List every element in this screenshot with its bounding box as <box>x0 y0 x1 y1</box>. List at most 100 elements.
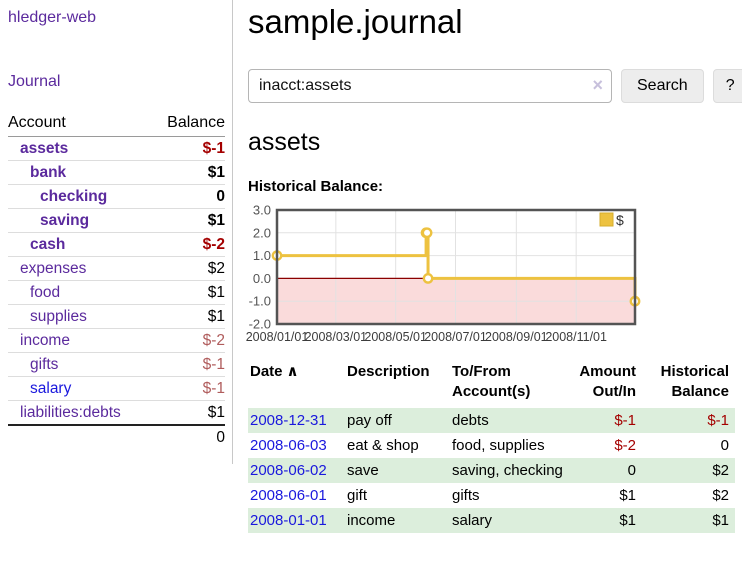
account-row: gifts $-1 <box>8 352 225 377</box>
account-balance: $1 <box>151 208 225 233</box>
accounts-table: Account Balance assets $-1 bank $1 check… <box>8 111 225 450</box>
account-balance: $-1 <box>151 136 225 161</box>
account-link[interactable]: supplies <box>30 308 87 325</box>
account-balance: $1 <box>151 160 225 185</box>
chart-title: Historical Balance: <box>248 177 384 195</box>
page: hledger-web Journal Account Balance asse… <box>0 0 742 533</box>
account-row: salary $-1 <box>8 376 225 401</box>
account-row: supplies $1 <box>8 304 225 329</box>
register-header-date[interactable]: Date ∧ <box>250 362 299 380</box>
account-row: liabilities:debts $1 <box>8 400 225 426</box>
accounts-total-value: 0 <box>151 424 225 450</box>
accounts-total-row: 0 <box>8 424 225 450</box>
transaction-accounts: salary <box>452 511 493 529</box>
account-balance: $-2 <box>151 328 225 353</box>
account-link[interactable]: food <box>30 284 61 301</box>
transaction-amount: $1 <box>619 511 636 529</box>
register-header-balance: Historical Balance <box>660 362 729 400</box>
account-balance: $-1 <box>151 352 225 377</box>
transaction-amount: $-2 <box>614 436 636 454</box>
app-title-link[interactable]: hledger-web <box>8 9 97 26</box>
clear-search-icon[interactable]: × <box>592 74 603 95</box>
historical-balance-chart[interactable]: $3.0 2.0 1.0 0.0 -1.0 -2.02008/01/012008/03/0… <box>246 202 718 346</box>
search-box: × <box>248 68 612 103</box>
search-input[interactable] <box>248 68 612 103</box>
transaction-accounts: saving, checking <box>452 461 563 479</box>
account-balance: $-1 <box>151 376 225 401</box>
account-link[interactable]: expenses <box>20 260 87 277</box>
account-heading: assets <box>248 127 321 156</box>
account-link[interactable]: checking <box>40 188 108 205</box>
transaction-date-link[interactable]: 2008-06-01 <box>250 486 327 504</box>
search-row: × Search ? <box>248 68 742 103</box>
transaction-date-link[interactable]: 2008-06-03 <box>250 436 327 454</box>
sidebar-nav: Journal <box>8 73 232 91</box>
transaction-date-link[interactable]: 2008-12-31 <box>250 411 327 429</box>
transaction-description: save <box>347 461 379 479</box>
account-link[interactable]: salary <box>30 380 72 397</box>
x-axis-tick-label: 2008/05/01 <box>364 330 427 344</box>
y-axis-tick-label: 0.0 <box>253 270 271 285</box>
transaction-accounts: food, supplies <box>452 436 545 454</box>
accounts-header-balance: Balance <box>151 111 225 137</box>
y-axis-tick-label: 2.0 <box>253 225 271 240</box>
account-row: income $-2 <box>8 328 225 353</box>
register-row: 2008-06-01 gift gifts $1 $2 <box>248 483 735 508</box>
register-row: 2008-06-02 save saving, checking 0 $2 <box>248 457 735 483</box>
transaction-balance: 0 <box>720 436 729 454</box>
transaction-amount: $1 <box>619 486 636 504</box>
account-link[interactable]: cash <box>30 236 66 253</box>
register-table: Date ∧ Description To/From Account(s) Amo… <box>248 360 735 533</box>
transaction-balance: $2 <box>712 461 729 479</box>
sidebar-item-journal[interactable]: Journal <box>8 73 61 90</box>
register-header-accounts: To/From Account(s) <box>452 362 531 400</box>
account-row: bank $1 <box>8 160 225 185</box>
register-header-amount: Amount Out/In <box>579 362 636 400</box>
account-link[interactable]: income <box>20 332 70 349</box>
register-row: 2008-12-31 pay off debts $-1 $-1 <box>248 407 735 433</box>
account-link[interactable]: liabilities:debts <box>20 404 121 421</box>
account-row: food $1 <box>8 280 225 305</box>
page-title: sample.journal <box>248 3 463 40</box>
x-axis-tick-label: 2008/03/01 <box>305 330 368 344</box>
transaction-description: gift <box>347 486 368 504</box>
y-axis-tick-label: 1.0 <box>253 248 271 263</box>
account-balance: 0 <box>151 184 225 209</box>
account-link[interactable]: saving <box>40 212 90 229</box>
transaction-description: eat & shop <box>347 436 419 454</box>
register-row: 2008-01-01 income salary $1 $1 <box>248 507 735 533</box>
transaction-balance: $2 <box>712 486 729 504</box>
account-link[interactable]: gifts <box>30 356 59 373</box>
account-link[interactable]: assets <box>20 140 69 157</box>
sidebar: hledger-web Journal Account Balance asse… <box>0 0 233 464</box>
transaction-amount: $-1 <box>614 411 636 429</box>
account-balance: $1 <box>151 400 225 426</box>
main-content: sample.journal × Search ? assets Histori… <box>233 0 742 533</box>
x-axis-tick-label: 2008/01/01 <box>246 330 309 344</box>
accounts-header-account: Account <box>8 111 152 137</box>
transaction-date-link[interactable]: 2008-01-01 <box>250 511 327 529</box>
legend-label: $ <box>616 212 624 228</box>
help-button[interactable]: ? <box>712 68 742 103</box>
account-link[interactable]: bank <box>30 164 67 181</box>
data-point-marker <box>421 226 433 238</box>
legend-swatch <box>599 212 614 227</box>
account-row: assets $-1 <box>8 136 225 161</box>
sort-ascending-icon: ∧ <box>286 362 299 380</box>
transaction-date-link[interactable]: 2008-06-02 <box>250 461 327 479</box>
plot-border <box>275 208 637 325</box>
transaction-accounts: debts <box>452 411 489 429</box>
transaction-description: income <box>347 511 396 529</box>
y-axis-tick-label: -1.0 <box>249 293 271 308</box>
transaction-balance: $-1 <box>707 411 729 429</box>
account-balance: $1 <box>151 280 225 305</box>
search-button[interactable]: Search <box>621 68 704 103</box>
account-balance: $1 <box>151 304 225 329</box>
data-point-marker <box>422 272 434 284</box>
transaction-accounts: gifts <box>452 486 480 504</box>
register-row: 2008-06-03 eat & shop food, supplies $-2… <box>248 433 735 458</box>
account-row: saving $1 <box>8 208 225 233</box>
y-axis-tick-label: -2.0 <box>249 316 271 331</box>
account-balance: $-2 <box>151 232 225 257</box>
transaction-amount: 0 <box>627 461 636 479</box>
